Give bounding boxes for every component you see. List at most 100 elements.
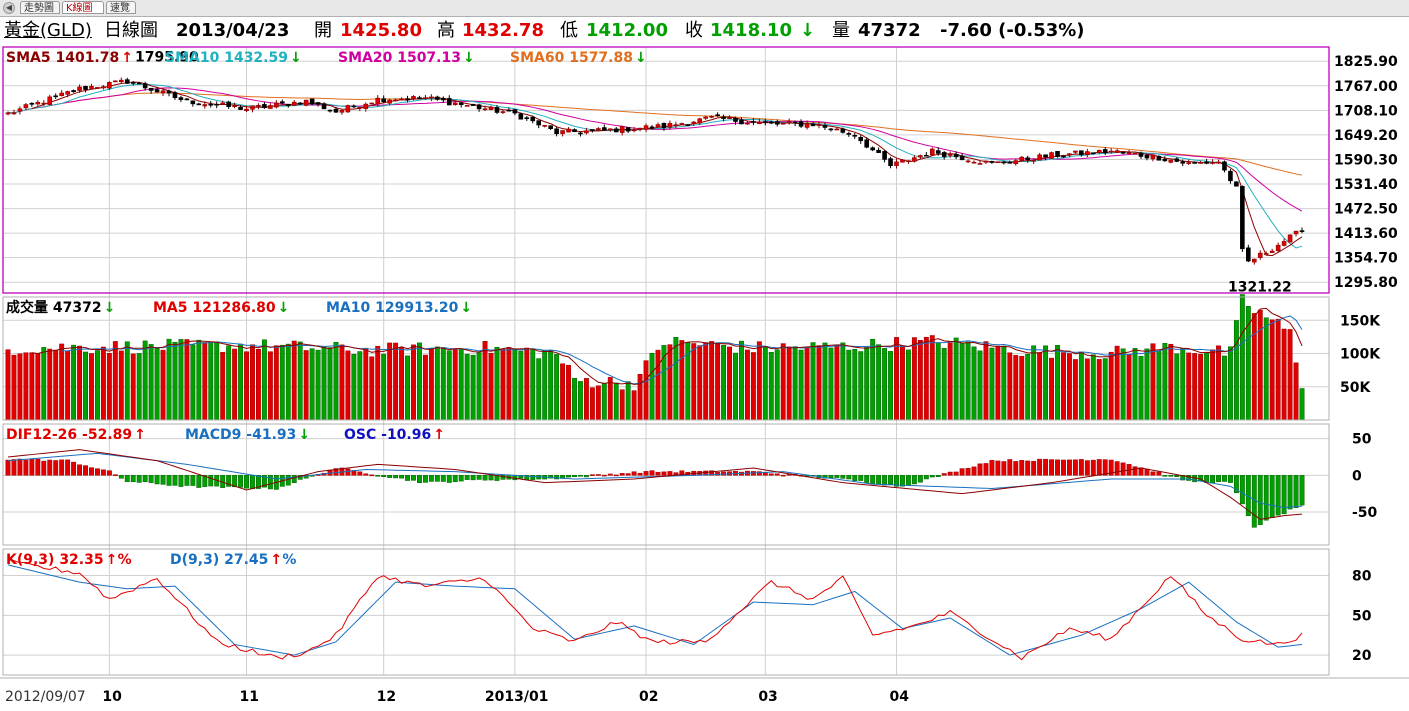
osc-bar	[1138, 467, 1144, 476]
candle-body	[262, 104, 267, 108]
osc-bar	[83, 465, 88, 476]
volume-bar	[780, 343, 786, 421]
arrow-down-icon: ↓	[278, 300, 290, 316]
instrument-name[interactable]: 黃金(GLD)	[4, 20, 92, 41]
osc-bar	[1168, 475, 1174, 477]
volume-bar	[1263, 317, 1269, 421]
candle-body	[792, 121, 798, 124]
osc-bar	[77, 464, 83, 476]
volume-bar	[1013, 355, 1019, 421]
osc-bar	[297, 475, 303, 480]
candle-body	[548, 125, 553, 130]
volume-bar	[917, 339, 923, 421]
candle-body	[518, 113, 524, 120]
kd-tick-label: 50	[1352, 608, 1372, 624]
candle-body	[637, 127, 643, 130]
volume-bar	[250, 344, 255, 421]
osc-bar	[655, 471, 661, 476]
osc-bar	[500, 475, 506, 480]
volume-bar	[905, 349, 911, 421]
candle-body	[429, 96, 434, 99]
volume-bar	[446, 350, 452, 421]
osc-bar	[196, 475, 202, 488]
candle-body	[1144, 155, 1150, 159]
candle-body	[142, 83, 148, 89]
volume-bar	[810, 342, 816, 421]
legend-sma20: SMA20 1507.13	[338, 50, 461, 66]
candle-body	[590, 129, 595, 131]
candle-body	[673, 124, 679, 126]
osc-bar	[202, 475, 208, 487]
volume-bar	[1138, 356, 1144, 421]
candle-body	[1216, 161, 1221, 164]
candle-body	[482, 108, 488, 111]
nav-back-icon[interactable]: ◀	[3, 2, 15, 14]
candle-body	[136, 82, 142, 85]
volume-bar	[464, 353, 470, 421]
candle-body	[232, 105, 237, 108]
volume-bar	[399, 347, 405, 421]
volume-bar	[53, 349, 59, 421]
time-tick-label: 12	[377, 689, 396, 705]
arrow-up-icon: ↑	[106, 552, 118, 568]
osc-bar	[357, 471, 363, 476]
osc-bar	[381, 475, 387, 477]
price-tick-label: 1531.40	[1334, 177, 1398, 193]
osc-bar	[1144, 468, 1150, 476]
osc-bar	[768, 473, 774, 476]
volume-bar	[387, 342, 393, 421]
tab-trend-chart[interactable]: 走勢圖	[20, 1, 60, 14]
volume-bar	[1222, 355, 1227, 421]
volume-bar	[947, 342, 953, 421]
volume-bar	[1275, 318, 1281, 421]
osc-bar	[894, 475, 899, 487]
osc-bar	[232, 475, 238, 488]
candle-body	[65, 91, 70, 95]
osc-bar	[1066, 459, 1072, 476]
osc-bar	[900, 475, 905, 487]
volume-bar	[846, 349, 852, 421]
candle-body	[1073, 150, 1078, 153]
osc-bar	[440, 475, 446, 482]
candle-body	[1007, 162, 1013, 164]
volume-bar	[291, 340, 297, 421]
osc-bar	[1090, 459, 1096, 476]
candle-body	[35, 101, 41, 105]
kd-panel-frame	[2, 548, 1330, 676]
candle-body	[745, 122, 750, 125]
osc-bar	[267, 475, 273, 490]
osc-bar	[35, 458, 41, 476]
tab-k-chart[interactable]: K線圖	[62, 1, 104, 14]
volume-bar	[1216, 345, 1221, 421]
osc-bar	[953, 471, 959, 476]
candle-body	[178, 97, 184, 100]
candle-body	[929, 148, 935, 156]
volume-bar	[989, 347, 995, 421]
osc-bar	[387, 475, 393, 478]
candle-body	[285, 103, 291, 107]
volume-bar	[1192, 353, 1198, 421]
osc-bar	[1293, 475, 1299, 508]
volume-bar	[184, 339, 190, 421]
osc-bar	[625, 473, 631, 476]
osc-bar	[917, 475, 923, 483]
volume-bar	[1061, 352, 1066, 421]
candle-body	[1019, 156, 1025, 161]
tab-overview[interactable]: 速覽	[106, 1, 136, 14]
osc-bar	[142, 475, 148, 482]
volume-bar	[750, 352, 756, 421]
osc-bar	[762, 472, 768, 476]
osc-bar	[882, 475, 888, 486]
osc-bar	[965, 468, 971, 476]
osc-bar	[446, 475, 452, 483]
candle-body	[1108, 150, 1114, 153]
volume-bar	[953, 337, 959, 421]
volume-bar	[619, 389, 625, 421]
volume-bar	[303, 350, 309, 421]
price-tick-label: 1708.10	[1334, 103, 1398, 119]
volume-bar	[876, 344, 882, 421]
volume-bar	[1001, 345, 1007, 421]
osc-bar	[1120, 462, 1126, 476]
candle-body	[1251, 258, 1257, 263]
stock-chart[interactable]: 1795.90 1321.22 1825.90 1767.00 1708.10 1649…	[0, 44, 1409, 711]
